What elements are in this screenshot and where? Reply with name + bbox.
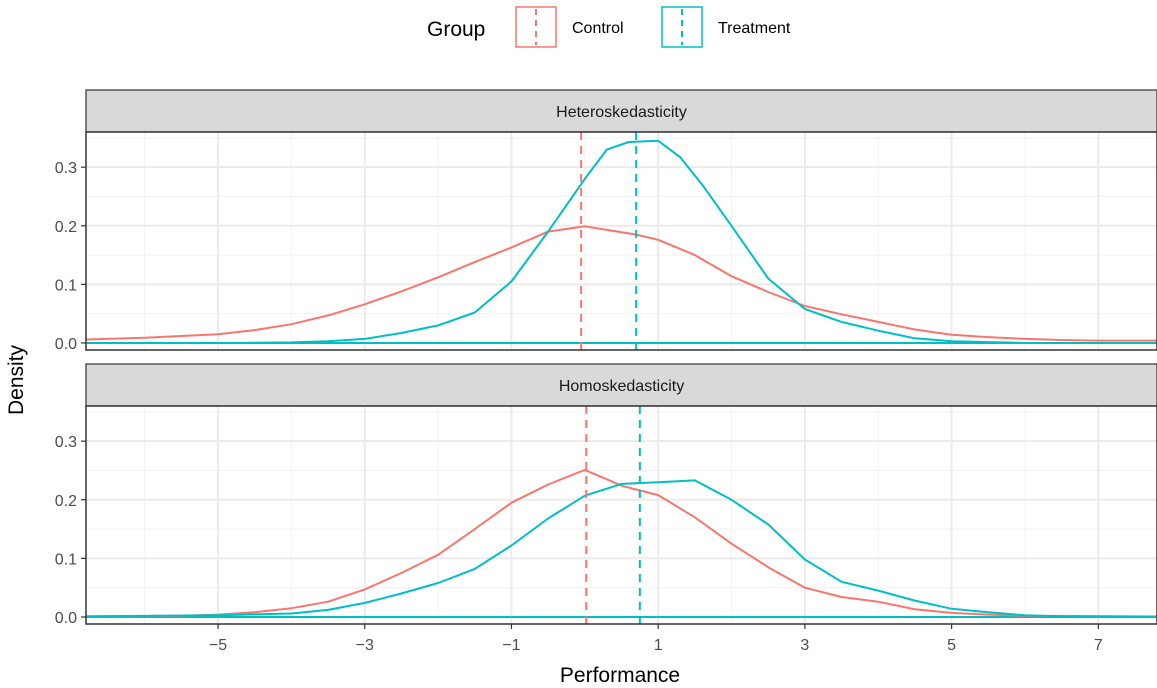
y-tick-label: 0.0 xyxy=(55,336,77,353)
facet-strip-label: Heteroskedasticity xyxy=(556,104,687,121)
density-curve-control xyxy=(85,468,1157,618)
panel-background xyxy=(86,132,1157,350)
legend-title: Group xyxy=(427,18,485,41)
panel-background xyxy=(86,406,1157,624)
y-tick-label: 0.1 xyxy=(55,277,77,294)
density-curve-treatment xyxy=(86,139,1157,344)
legend-key-control xyxy=(515,6,557,48)
facet-strip xyxy=(85,363,1157,407)
panel-homoskedasticity: Homoskedasticity 0.0 0.1 0.2 0.3 −5 −3 −1 1 3 5 7 xyxy=(55,363,1157,654)
y-tick-label: 0.0 xyxy=(55,610,77,627)
x-axis-title: Performance xyxy=(560,664,680,687)
x-tick-label: −3 xyxy=(356,637,374,654)
x-tick-label: −1 xyxy=(502,637,520,654)
facet-strip xyxy=(85,89,1157,133)
legend: Group Control Treatment xyxy=(427,6,791,48)
x-tick-label: 1 xyxy=(654,637,663,654)
legend-key-treatment xyxy=(661,6,703,48)
y-tick-label: 0.3 xyxy=(55,434,77,451)
panel-border xyxy=(85,405,1157,625)
legend-label-control: Control xyxy=(572,20,624,37)
density-curve-treatment xyxy=(85,479,1157,618)
y-tick-label: 0.1 xyxy=(55,551,77,568)
x-tick-label: 5 xyxy=(947,637,956,654)
x-tick-label: 7 xyxy=(1094,637,1103,654)
panel-border xyxy=(85,131,1157,351)
panel-heteroskedasticity: Heteroskedasticity 0.0 0.1 0.2 0.3 xyxy=(55,89,1157,353)
x-tick-label: 3 xyxy=(800,637,809,654)
facet-strip-label: Homoskedasticity xyxy=(559,378,684,395)
y-tick-label: 0.3 xyxy=(55,160,77,177)
legend-label-treatment: Treatment xyxy=(718,20,791,37)
y-tick-label: 0.2 xyxy=(55,219,77,236)
x-tick-label: −5 xyxy=(209,637,227,654)
y-axis-title: Density xyxy=(5,344,28,415)
y-tick-label: 0.2 xyxy=(55,493,77,510)
